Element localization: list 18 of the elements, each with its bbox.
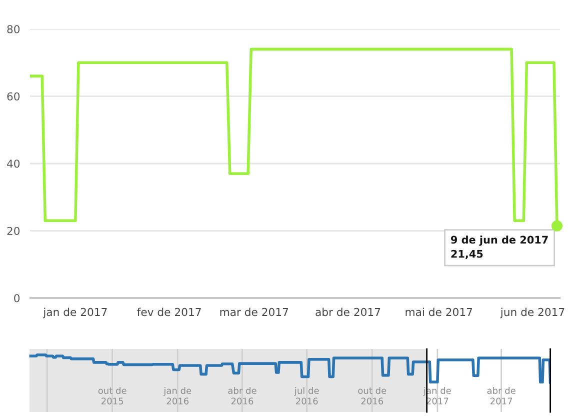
x-tick-label: jun de 2017 bbox=[500, 308, 564, 318]
x-tick-label: abr de 2017 bbox=[487, 387, 516, 404]
x-tick-label: mar de 2017 bbox=[220, 308, 288, 316]
x-tick-label: fev de 2017 bbox=[137, 308, 201, 316]
x-tick-label: out de 2016 bbox=[358, 387, 386, 404]
annotation: 9 de jun de 2017 21,45 bbox=[450, 236, 548, 260]
y-tick-label: 60 bbox=[7, 92, 20, 101]
y-tick-label: 20 bbox=[7, 226, 20, 236]
x-tick-label: jan de 2016 bbox=[164, 387, 192, 404]
x-tick-label: jul de 2016 bbox=[294, 387, 319, 404]
x-tick-label: out de 2015 bbox=[98, 387, 126, 404]
x-tick-label: jan de 2017 bbox=[42, 308, 107, 318]
y-tick-label: 40 bbox=[7, 160, 20, 168]
x-tick-label: abr de 2016 bbox=[228, 387, 256, 404]
y-tick-label: 80 bbox=[7, 25, 20, 34]
y-tick-label: 0 bbox=[14, 294, 20, 302]
x-tick-label: abr de 2017 bbox=[316, 308, 380, 316]
x-tick-label: mai de 2017 bbox=[406, 308, 472, 316]
